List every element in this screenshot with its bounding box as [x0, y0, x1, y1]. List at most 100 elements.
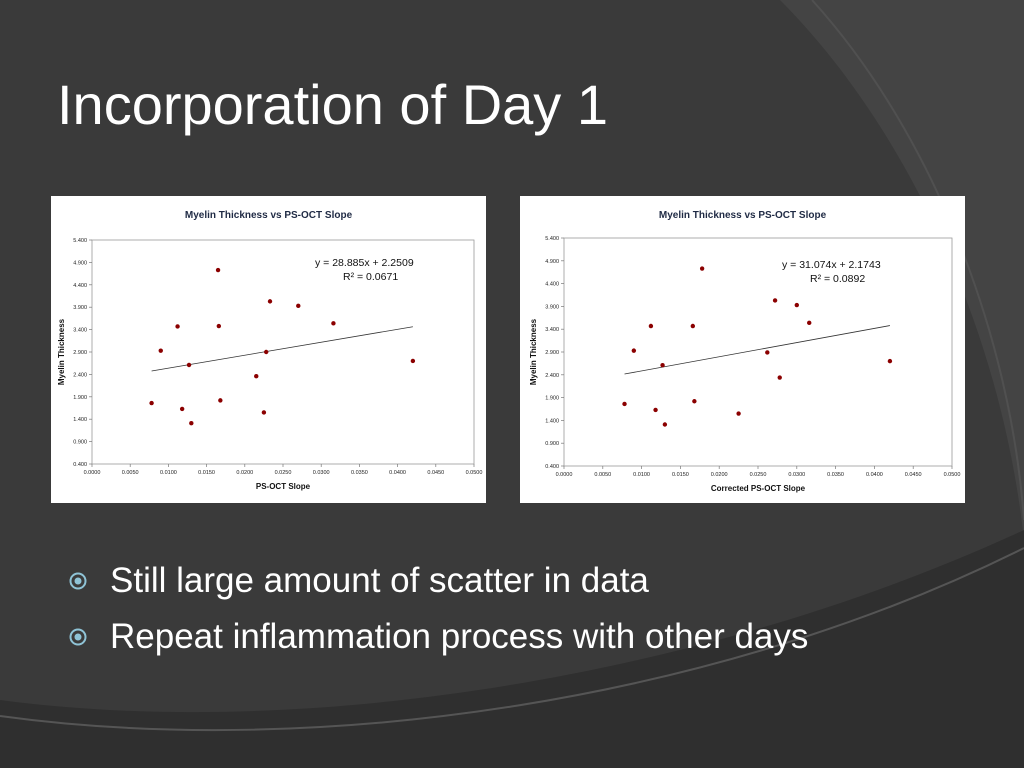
data-point — [765, 350, 770, 355]
bullet-text: Still large amount of scatter in data — [110, 561, 649, 600]
data-point — [772, 298, 778, 303]
data-point — [887, 358, 893, 364]
x-tick-label: 0.0350 — [827, 472, 844, 478]
data-point — [660, 363, 665, 368]
r-squared-label: R² = 0.0892 — [810, 273, 865, 285]
y-tick-label: 1.400 — [73, 417, 87, 423]
data-point — [690, 323, 696, 329]
data-point — [149, 400, 154, 406]
slide-title: Incorporation of Day 1 — [57, 73, 608, 136]
x-tick-label: 0.0350 — [351, 470, 368, 476]
x-tick-label: 0.0200 — [711, 472, 728, 478]
x-tick-label: 0.0400 — [866, 472, 883, 478]
data-point — [158, 348, 163, 353]
y-tick-label: 4.400 — [73, 283, 87, 289]
x-tick-label: 0.0150 — [198, 470, 215, 476]
plot-area — [563, 237, 953, 467]
bullet-text: Repeat inflammation process with other d… — [110, 617, 809, 656]
y-tick-label: 2.900 — [545, 350, 559, 356]
data-point — [216, 323, 222, 329]
y-tick-label: 2.400 — [73, 372, 87, 378]
data-point — [699, 266, 705, 271]
chart-panel-left: Myelin Thickness vs PS-OCT Slope 0.400 0.9… — [51, 196, 486, 503]
data-point — [331, 321, 336, 326]
x-tick-label: 0.0050 — [594, 472, 611, 478]
x-tick-label: 0.0100 — [160, 470, 177, 476]
target-bullet-icon — [69, 628, 87, 646]
data-point — [254, 373, 259, 379]
y-tick-label: 0.900 — [73, 440, 87, 446]
data-point — [296, 303, 301, 309]
data-point — [263, 349, 269, 355]
scatter-chart-right: Myelin Thickness vs PS-OCT Slope 0.400 0.9… — [529, 210, 961, 493]
y-tick-label: 4.900 — [545, 259, 559, 265]
trendline — [624, 325, 890, 375]
data-point — [777, 375, 782, 380]
y-tick-label: 3.400 — [545, 327, 559, 333]
y-tick-label: 5.400 — [73, 238, 87, 244]
data-point — [692, 399, 697, 404]
x-tick-label: 0.0500 — [466, 470, 483, 476]
x-axis-label: Corrected PS-OCT Slope — [711, 484, 806, 493]
data-point — [215, 267, 221, 273]
x-tick-label: 0.0200 — [236, 470, 253, 476]
bullet-item: Repeat inflammation process with other d… — [68, 616, 828, 658]
y-tick-label: 0.400 — [73, 462, 87, 468]
y-axis-label: Myelin Thickness — [529, 318, 538, 385]
r-squared-label: R² = 0.0671 — [343, 271, 398, 283]
y-tick-label: 2.400 — [545, 373, 559, 379]
x-tick-label: 0.0100 — [633, 472, 650, 478]
data-point — [736, 411, 741, 416]
bullet-list: Still large amount of scatter in data Re… — [68, 560, 828, 672]
y-tick-label: 3.400 — [73, 328, 87, 334]
data-point — [794, 302, 799, 308]
data-point — [622, 401, 627, 407]
x-tick-label: 0.0250 — [275, 470, 292, 476]
chart-panel-right: Myelin Thickness vs PS-OCT Slope 0.400 0.9… — [520, 196, 965, 503]
x-axis-label: PS-OCT Slope — [256, 482, 311, 491]
x-tick-label: 0.0300 — [788, 472, 805, 478]
chart-title: Myelin Thickness vs PS-OCT Slope — [185, 210, 353, 221]
y-tick-label: 1.900 — [73, 395, 87, 401]
data-point — [189, 421, 194, 426]
data-point — [175, 324, 180, 329]
data-point — [662, 422, 668, 427]
y-tick-label: 4.400 — [545, 282, 559, 288]
y-tick-label: 0.400 — [545, 464, 559, 470]
data-point — [267, 299, 273, 304]
data-point — [218, 398, 223, 403]
y-tick-label: 3.900 — [73, 305, 87, 311]
data-point — [807, 320, 812, 326]
trendline — [151, 326, 413, 372]
x-tick-label: 0.0450 — [427, 470, 444, 476]
target-bullet-icon — [69, 572, 87, 590]
data-point — [653, 407, 658, 413]
bullet-item: Still large amount of scatter in data — [68, 560, 828, 602]
y-tick-label: 5.400 — [545, 236, 559, 242]
y-axis-label: Myelin Thickness — [57, 318, 66, 385]
scatter-chart-left: Myelin Thickness vs PS-OCT Slope 0.400 0.9… — [57, 210, 483, 491]
y-tick-label: 2.900 — [73, 350, 87, 356]
plot-area — [91, 239, 475, 465]
trendline-equation: y = 31.074x + 2.1743 — [782, 259, 881, 271]
data-point — [261, 410, 267, 415]
x-tick-label: 0.0450 — [905, 472, 922, 478]
x-tick-label: 0.0300 — [313, 470, 330, 476]
x-tick-label: 0.0250 — [750, 472, 767, 478]
y-tick-label: 3.900 — [545, 304, 559, 310]
x-tick-label: 0.0000 — [556, 472, 573, 478]
x-tick-label: 0.0050 — [122, 470, 139, 476]
chart-title: Myelin Thickness vs PS-OCT Slope — [659, 210, 827, 221]
data-point — [631, 348, 637, 353]
y-tick-label: 1.400 — [545, 418, 559, 424]
data-point — [410, 358, 416, 364]
data-point — [179, 406, 185, 412]
data-point — [186, 362, 192, 368]
x-tick-label: 0.0150 — [672, 472, 689, 478]
y-tick-label: 0.900 — [545, 441, 559, 447]
x-tick-label: 0.0000 — [84, 470, 101, 476]
y-tick-label: 4.900 — [73, 260, 87, 266]
x-tick-label: 0.0400 — [389, 470, 406, 476]
x-tick-label: 0.0500 — [944, 472, 961, 478]
data-point — [648, 323, 654, 329]
